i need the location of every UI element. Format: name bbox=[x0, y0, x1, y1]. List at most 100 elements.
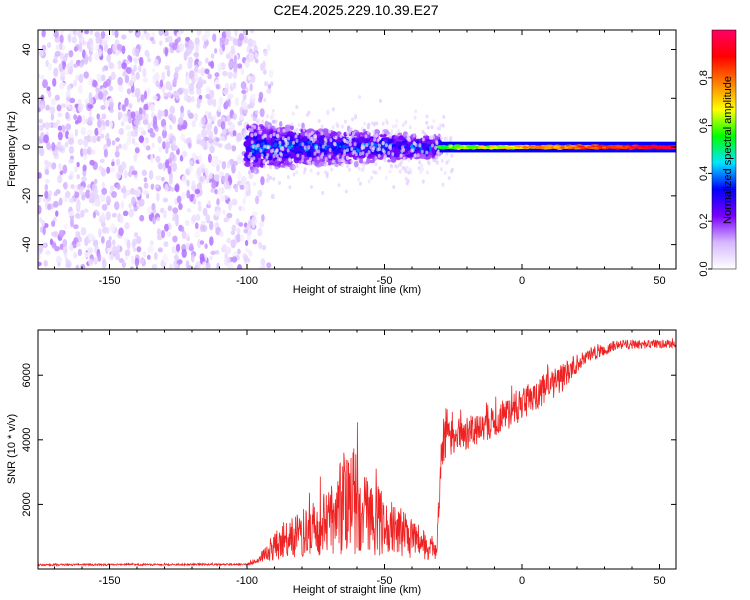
heatmap-cell bbox=[373, 170, 377, 175]
heatmap-cell bbox=[394, 123, 398, 128]
heatmap-cell bbox=[66, 84, 72, 91]
heatmap-cell bbox=[240, 67, 245, 76]
heatmap-cell bbox=[432, 134, 436, 139]
heatmap-cell bbox=[360, 126, 364, 131]
heatmap-cell bbox=[413, 153, 417, 158]
heatmap-cell bbox=[148, 170, 154, 180]
heatmap-cell bbox=[257, 189, 263, 198]
heatmap-cell bbox=[299, 135, 303, 139]
heatmap-cell bbox=[257, 133, 262, 138]
heatmap-cell bbox=[443, 136, 447, 141]
heatmap-cell bbox=[207, 73, 212, 80]
heatmap-cell bbox=[166, 231, 172, 237]
heatmap-cell bbox=[254, 58, 259, 64]
heatmap-cell bbox=[83, 71, 90, 79]
heatmap-cell bbox=[319, 147, 324, 154]
heatmap-cell bbox=[111, 140, 116, 146]
heatmap-cell bbox=[120, 161, 127, 171]
heatmap-cell bbox=[435, 160, 439, 165]
heatmap-cell bbox=[418, 143, 422, 148]
spectrogram-x-ticks: -150 -100 -50 0 50 bbox=[54, 30, 666, 287]
heatmap-cell bbox=[237, 248, 241, 255]
heatmap-cell bbox=[181, 150, 188, 158]
heatmap-cell bbox=[168, 124, 173, 130]
heatmap-cell bbox=[357, 166, 361, 171]
heatmap-cell bbox=[167, 205, 173, 212]
heatmap-cell bbox=[194, 264, 199, 269]
spectrogram-y-tick-label: 0 bbox=[21, 144, 33, 150]
heatmap-cell bbox=[201, 167, 206, 174]
heatmap-cell bbox=[169, 263, 173, 269]
heatmap-cell bbox=[208, 118, 213, 124]
heatmap-cell bbox=[325, 161, 329, 166]
heatmap-cell bbox=[64, 66, 69, 76]
heatmap-cell bbox=[214, 72, 220, 78]
heatmap-cell bbox=[412, 141, 416, 146]
heatmap-cell bbox=[38, 261, 42, 267]
heatmap-cell bbox=[387, 138, 395, 143]
heatmap-cell bbox=[194, 37, 200, 46]
heatmap-cell bbox=[304, 132, 308, 137]
snr-y-tick-label: 6000 bbox=[21, 363, 33, 387]
heatmap-cell bbox=[58, 197, 63, 206]
heatmap-cell bbox=[274, 166, 280, 170]
heatmap-cell bbox=[335, 122, 339, 127]
heatmap-cell bbox=[191, 180, 196, 187]
heatmap-cell bbox=[111, 161, 115, 167]
heatmap-cell bbox=[110, 71, 116, 81]
heatmap-cell bbox=[152, 95, 158, 101]
heatmap-cell bbox=[51, 220, 56, 227]
heatmap-cell bbox=[196, 68, 203, 74]
spectrogram-x-tick-label: -150 bbox=[98, 275, 120, 287]
heatmap-cell bbox=[340, 163, 344, 168]
heatmap-cell bbox=[121, 104, 126, 112]
heatmap-cell bbox=[118, 111, 123, 119]
heatmap-cell bbox=[125, 59, 131, 65]
heatmap-cell bbox=[157, 247, 163, 253]
heatmap-cell bbox=[100, 212, 105, 222]
heatmap-cell bbox=[225, 30, 231, 38]
heatmap-cell bbox=[295, 138, 299, 143]
heatmap-cell bbox=[219, 187, 225, 194]
heatmap-cell bbox=[279, 146, 283, 151]
heatmap-cell bbox=[45, 250, 51, 256]
heatmap-cell bbox=[57, 125, 62, 131]
heatmap-cell bbox=[236, 227, 241, 235]
heatmap-cell bbox=[358, 152, 362, 157]
heatmap-cell bbox=[231, 164, 235, 171]
heatmap-cell bbox=[266, 177, 270, 183]
heatmap-cell bbox=[232, 81, 237, 90]
heatmap-cell bbox=[387, 150, 391, 155]
snr-series-line bbox=[38, 338, 676, 568]
heatmap-cell bbox=[297, 122, 301, 127]
heatmap-cell bbox=[343, 119, 347, 124]
heatmap-cell bbox=[101, 226, 108, 234]
heatmap-cell bbox=[57, 262, 61, 267]
heatmap-cell bbox=[358, 157, 364, 164]
heatmap-cell bbox=[201, 34, 208, 42]
heatmap-cell bbox=[128, 203, 132, 209]
heatmap-cell bbox=[367, 179, 371, 184]
heatmap-cell bbox=[109, 167, 116, 173]
heatmap-cell bbox=[188, 82, 195, 93]
heatmap-cell bbox=[210, 250, 216, 256]
heatmap-cell bbox=[52, 122, 58, 128]
heatmap-cell bbox=[187, 142, 192, 149]
heatmap-cell bbox=[85, 189, 91, 199]
heatmap-cell bbox=[38, 73, 41, 79]
heatmap-cell bbox=[405, 165, 409, 170]
heatmap-cell bbox=[275, 148, 279, 153]
heatmap-cell bbox=[100, 104, 106, 110]
heatmap-cell bbox=[281, 136, 285, 141]
heatmap-cell bbox=[410, 148, 414, 153]
heatmap-cell bbox=[290, 122, 294, 127]
heatmap-cell bbox=[96, 135, 101, 142]
heatmap-cell bbox=[179, 155, 184, 162]
heatmap-cell bbox=[122, 115, 127, 123]
heatmap-cell bbox=[191, 257, 195, 263]
heatmap-cell bbox=[75, 203, 80, 209]
heatmap-cell bbox=[63, 181, 68, 190]
heatmap-cell bbox=[150, 153, 154, 164]
heatmap-cell bbox=[207, 123, 213, 131]
